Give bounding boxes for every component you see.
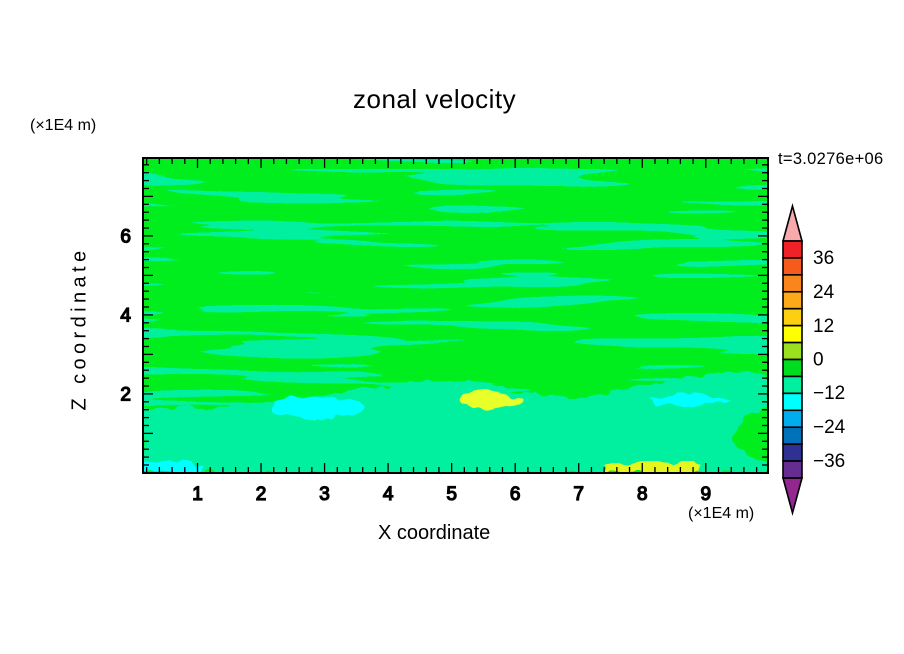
- svg-text:−12: −12: [813, 383, 845, 404]
- svg-text:36: 36: [813, 248, 834, 269]
- svg-text:12: 12: [813, 316, 834, 337]
- svg-text:0: 0: [813, 350, 824, 371]
- svg-text:−36: −36: [813, 451, 845, 472]
- svg-text:24: 24: [813, 282, 835, 303]
- svg-text:−24: −24: [813, 417, 846, 438]
